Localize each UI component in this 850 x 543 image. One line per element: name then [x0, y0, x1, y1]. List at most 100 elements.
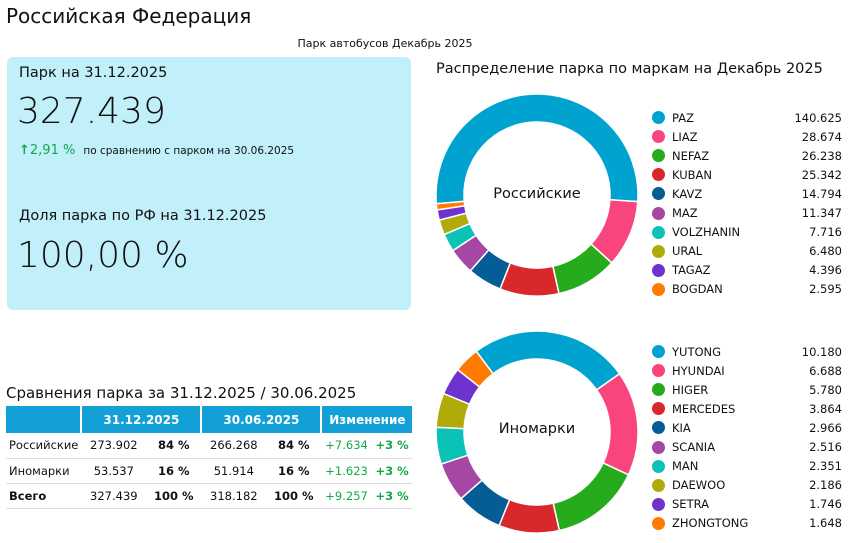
share-label: Доля парка по РФ на 31.12.2025 [19, 208, 267, 224]
legend-value: 11.347 [801, 206, 842, 221]
legend-item: HYUNDAI 6.688 [652, 361, 842, 380]
delta: +1.623 [321, 458, 372, 484]
legend-label: MERCEDES [672, 401, 736, 416]
legend-dot-icon [652, 478, 665, 492]
legend-dot-icon [652, 421, 665, 435]
donut-slice-yutong[interactable] [475, 330, 621, 391]
comparison-title: Сравнения парка за 31.12.2025 / 30.06.20… [6, 384, 357, 402]
legend-dot-icon [652, 263, 665, 277]
park-label: Парк на 31.12.2025 [19, 65, 168, 81]
legend-dot-icon [652, 282, 665, 296]
legend-value: 2.351 [809, 459, 842, 474]
value-1: 327.439 [81, 483, 147, 509]
legend-dot-icon [652, 187, 665, 201]
legend-label: VOLZHANIN [672, 225, 741, 240]
legend-item: HIGER 5.780 [652, 380, 842, 399]
legend-item: BOGDAN 2.595 [652, 280, 842, 299]
legend-item: NEFAZ 26.238 [652, 146, 842, 165]
legend-item: VOLZHANIN 7.716 [652, 223, 842, 242]
donut-slice-bogdan[interactable] [435, 200, 466, 211]
legend-item: MAZ 11.347 [652, 203, 842, 222]
legend-item: MERCEDES 3.864 [652, 399, 842, 418]
legend-dot-icon [652, 130, 665, 144]
table-row: Российские 273.902 84 % 266.268 84 % +7.634 +3… [6, 433, 413, 459]
legend-item: KIA 2.966 [652, 418, 842, 437]
legend-label: URAL [672, 244, 703, 259]
legend-value: 28.674 [801, 129, 842, 144]
legend-value: 3.864 [809, 401, 842, 416]
legend-dot-icon [652, 364, 665, 378]
legend-dot-icon [652, 111, 665, 125]
legend-value: 1.746 [809, 497, 842, 512]
donut-slice-zhongtong[interactable] [456, 350, 495, 388]
legend-item: DAEWOO 2.186 [652, 476, 842, 495]
legend-russian: PAZ 140.625 LIAZ 28.674 NEFAZ 26.238 KUBAN 25.3… [652, 108, 842, 299]
header-empty [6, 406, 83, 433]
legend-value: 14.794 [801, 186, 842, 201]
kpi-card: Парк на 31.12.2025 327.439 ↑ 2,91 % по с… [7, 57, 411, 310]
legend-item: TAGAZ 4.396 [652, 261, 842, 280]
legend-value: 7.716 [809, 225, 842, 240]
legend-foreign: YUTONG 10.180 HYUNDAI 6.688 HIGER 5.780 MERCED… [652, 342, 842, 533]
row-name: Всего [6, 483, 82, 509]
legend-value: 6.480 [809, 244, 842, 259]
legend-value: 10.180 [801, 344, 842, 359]
comparison-table: 31.12.2025 30.06.2025 Изменение Российск… [6, 406, 413, 509]
pct-1: 16 % [146, 458, 202, 484]
legend-item: KUBAN 25.342 [652, 165, 842, 184]
legend-item: SETRA 1.746 [652, 495, 842, 514]
legend-value: 6.688 [809, 363, 842, 378]
legend-value: 2.966 [809, 420, 842, 435]
legend-item: ZHONGTONG 1.648 [652, 514, 842, 533]
legend-label: HYUNDAI [672, 363, 725, 378]
legend-item: LIAZ 28.674 [652, 127, 842, 146]
legend-value: 4.396 [809, 263, 842, 278]
donut-slice-hyundai[interactable] [595, 372, 639, 476]
value-1: 273.902 [81, 433, 147, 459]
delta-pct: +3 % [371, 433, 413, 459]
legend-value: 2.516 [809, 440, 842, 455]
delta-pct: +3 % [371, 458, 413, 484]
legend-dot-icon [652, 225, 665, 239]
legend-label: HIGER [672, 382, 709, 397]
legend-label: NEFAZ [672, 148, 710, 163]
delta: +9.257 [321, 483, 372, 509]
legend-item: PAZ 140.625 [652, 108, 842, 127]
legend-label: LIAZ [672, 129, 698, 144]
pct-2: 16 % [266, 458, 322, 484]
row-name: Российские [6, 433, 82, 459]
legend-value: 2.595 [809, 282, 842, 297]
legend-dot-icon [652, 459, 665, 473]
donut-center-label-russian: Российские [493, 186, 581, 202]
legend-item: YUTONG 10.180 [652, 342, 842, 361]
dashboard-subtitle: Парк автобусов Декабрь 2025 [297, 37, 473, 50]
value-1: 53.537 [81, 458, 147, 484]
legend-dot-icon [652, 440, 665, 454]
table-row: Всего 327.439 100 % 318.182 100 % +9.257 +3 % [6, 483, 413, 509]
legend-value: 5.780 [809, 382, 842, 397]
share-value: 100,00 % [17, 235, 189, 276]
legend-dot-icon [652, 168, 665, 182]
legend-label: DAEWOO [672, 478, 726, 493]
legend-label: KIA [672, 420, 691, 435]
legend-label: YUTONG [672, 344, 722, 359]
legend-value: 2.186 [809, 478, 842, 493]
donut-center-label-foreign: Иномарки [498, 421, 576, 437]
legend-label: TAGAZ [672, 263, 711, 278]
table-row: Иномарки 53.537 16 % 51.914 16 % +1.623 +3 % [6, 458, 413, 484]
donut-slice-higer[interactable] [552, 461, 630, 532]
donut-slice-paz[interactable] [435, 93, 639, 205]
page-title: Российская Федерация [6, 4, 252, 28]
park-change: ↑ 2,91 % по сравнению с парком на 30.06.… [19, 143, 294, 158]
pct-2: 84 % [266, 433, 322, 459]
legend-item: URAL 6.480 [652, 242, 842, 261]
legend-label: SETRA [672, 497, 709, 512]
legend-label: BOGDAN [672, 282, 723, 297]
legend-item: KAVZ 14.794 [652, 184, 842, 203]
value-2: 266.268 [201, 433, 267, 459]
legend-label: ZHONGTONG [672, 516, 749, 531]
value-2: 51.914 [201, 458, 267, 484]
header-date-2: 30.06.2025 [201, 406, 323, 433]
legend-item: MAN 2.351 [652, 457, 842, 476]
